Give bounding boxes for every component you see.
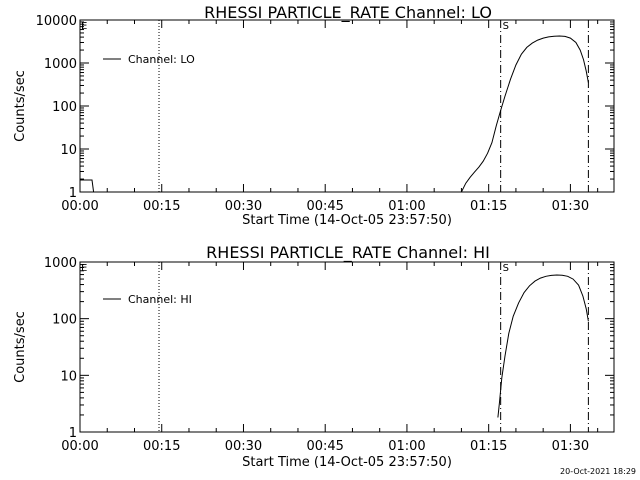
vertical-marker-label: S xyxy=(503,21,509,32)
legend-entry: Channel: LO xyxy=(128,53,195,66)
x-tick-label: 01:00 xyxy=(388,439,425,454)
x-tick-label: 00:00 xyxy=(61,439,98,454)
x-axis-label: Start Time (14-Oct-05 23:57:50) xyxy=(242,213,452,228)
corner-marker: E xyxy=(81,21,87,32)
y-tick-label: 1000 xyxy=(44,57,77,72)
x-tick-label: 00:45 xyxy=(306,199,343,214)
x-tick-label: 01:30 xyxy=(552,199,589,214)
x-tick-label: 01:15 xyxy=(470,199,507,214)
lo-channel-panel: RHESSI PARTICLE_RATE Channel: LO 00:00 00:… xyxy=(13,3,615,228)
y-tick-label: 10 xyxy=(60,143,77,158)
y-tick-label: 100 xyxy=(52,313,77,328)
legend-entry: Channel: HI xyxy=(128,293,192,306)
x-axis-label: Start Time (14-Oct-05 23:57:50) xyxy=(242,455,452,470)
x-tick-label: 00:15 xyxy=(143,439,180,454)
x-tick-label: 00:15 xyxy=(143,199,180,214)
y-tick-label: 100 xyxy=(52,100,77,115)
y-tick-label: 10000 xyxy=(36,14,77,29)
y-tick-label: 1000 xyxy=(44,256,77,271)
plot-frame xyxy=(79,261,615,433)
x-tick-label: 00:45 xyxy=(306,439,343,454)
plot-frame xyxy=(79,19,615,193)
series-line xyxy=(80,179,95,193)
y-axis-label: Counts/sec xyxy=(13,311,28,383)
series-line xyxy=(497,274,589,418)
chart-title: RHESSI PARTICLE_RATE Channel: LO xyxy=(204,3,492,23)
timestamp-footer: 20-Oct-2021 18:29 xyxy=(560,467,636,476)
vertical-marker-label: S xyxy=(503,263,509,274)
x-tick-label: 01:15 xyxy=(470,439,507,454)
y-tick-label: 1 xyxy=(69,426,77,441)
x-tick-label: 01:00 xyxy=(388,199,425,214)
x-tick-label: 00:00 xyxy=(61,199,98,214)
x-tick-label: 00:30 xyxy=(225,199,262,214)
chart-title: RHESSI PARTICLE_RATE Channel: HI xyxy=(206,243,490,263)
y-tick-label: 1 xyxy=(69,186,77,201)
y-axis-label: Counts/sec xyxy=(13,70,28,142)
x-tick-label: 01:30 xyxy=(552,439,589,454)
corner-marker: E xyxy=(81,263,87,274)
series-line xyxy=(460,35,589,193)
x-tick-label: 00:30 xyxy=(225,439,262,454)
hi-channel-panel: RHESSI PARTICLE_RATE Channel: HI 00:00 00:… xyxy=(13,243,615,470)
y-tick-label: 10 xyxy=(60,369,77,384)
